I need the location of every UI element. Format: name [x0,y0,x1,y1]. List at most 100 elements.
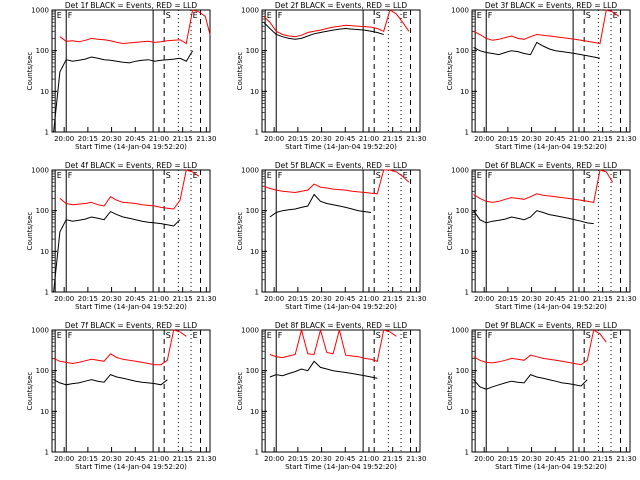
x-tick-label: 21:00 [149,135,169,143]
marker-letter-F: F [278,331,283,340]
y-tick-label: 100 [36,47,49,55]
y-axis-label: Counts/sec [236,372,244,411]
x-tick-label: 21:15 [593,295,613,303]
panel-title: Det 1f BLACK = Events, RED = LLD [65,1,198,10]
detector-panel-9: Det 9f BLACK = Events, RED = LLD 1 10 100 10… [446,321,636,471]
x-tick-label: 20:15 [78,135,98,143]
x-tick-label: 21:30 [196,135,216,143]
x-tick-label: 20:45 [335,135,355,143]
y-tick-label: 10 [250,408,259,416]
x-tick-label: 21:30 [616,135,636,143]
x-tick-label: 20:45 [335,295,355,303]
series-lld-line [269,328,397,362]
y-tick-label: 100 [456,47,469,55]
marker-letter-S: S [586,171,591,180]
marker-letter-F: F [278,171,283,180]
x-tick-label: 21:30 [406,295,426,303]
marker-letter-S: S [166,11,171,20]
marker-letter-F: F [68,171,73,180]
marker-letter-F: F [68,331,73,340]
x-axis-label: Start Time (14-Jan-04 19:52:20) [285,303,397,311]
x-tick-label: 21:00 [359,135,379,143]
x-tick-label: 21:15 [593,455,613,463]
y-tick-label: 100 [246,47,259,55]
marker-letter-S: S [586,11,591,20]
marker-letter-E: E [613,331,618,340]
series-lld-line [59,9,211,45]
x-tick-label: 20:15 [288,135,308,143]
y-tick-label: 10 [250,248,259,256]
x-tick-label: 20:45 [545,455,565,463]
x-tick-label: 20:00 [54,295,74,303]
marker-letter-F: F [488,171,493,180]
marker-letter-S: S [376,171,381,180]
marker-letter-E: E [57,11,62,20]
x-tick-label: 21:15 [383,455,403,463]
y-tick-label: 10 [40,88,49,96]
plot-frame [261,169,421,293]
marker-letter-F: F [278,11,283,20]
marker-letter-S: S [586,331,591,340]
y-tick-label: 1 [465,129,469,137]
plot-frame [51,329,211,453]
y-axis-label: Counts/sec [26,212,34,251]
y-tick-label: 1 [465,289,469,297]
x-tick-label: 20:00 [264,455,284,463]
series-lld-line [473,9,620,45]
x-tick-label: 20:30 [521,135,541,143]
marker-letter-S: S [166,331,171,340]
series-events-line [263,21,384,40]
marker-letter-S: S [166,171,171,180]
x-tick-label: 21:00 [149,295,169,303]
marker-letter-E: E [193,11,198,20]
x-axis-label: Start Time (14-Jan-04 19:52:20) [285,143,397,151]
marker-letter-F: F [488,11,493,20]
y-tick-label: 1 [255,289,259,297]
plot-frame [261,329,421,453]
x-tick-label: 20:15 [498,135,518,143]
panel-title: Det 4f BLACK = Events, RED = LLD [65,161,198,170]
x-tick-label: 20:30 [311,135,331,143]
x-tick-label: 21:30 [196,295,216,303]
marker-letter-E: E [57,171,62,180]
marker-letter-E: E [57,331,62,340]
x-tick-label: 20:15 [78,455,98,463]
y-tick-label: 1 [45,449,49,457]
y-tick-label: 100 [246,207,259,215]
panel-title: Det 3f BLACK = Events, RED = LLD [485,1,618,10]
x-tick-label: 20:30 [101,295,121,303]
x-axis-label: Start Time (14-Jan-04 19:52:20) [75,143,187,151]
x-axis-label: Start Time (14-Jan-04 19:52:20) [285,463,397,471]
y-tick-label: 1000 [451,167,469,175]
series-events-line [53,374,168,386]
x-tick-label: 21:15 [593,135,613,143]
x-tick-label: 20:45 [125,135,145,143]
x-tick-label: 21:00 [149,455,169,463]
detector-panel-6: Det 6f BLACK = Events, RED = LLD 1 10 100 10… [446,161,636,311]
y-tick-label: 100 [246,367,259,375]
y-tick-label: 1 [45,289,49,297]
x-tick-label: 20:45 [125,295,145,303]
marker-letter-S: S [376,11,381,20]
series-events-line [269,193,372,218]
x-tick-label: 21:15 [173,455,193,463]
y-tick-label: 100 [456,207,469,215]
x-tick-label: 20:00 [474,295,494,303]
y-tick-label: 10 [460,248,469,256]
marker-letter-E: E [193,331,198,340]
x-tick-label: 20:45 [335,455,355,463]
x-tick-label: 21:30 [616,295,636,303]
x-tick-label: 21:00 [359,295,379,303]
x-tick-label: 20:45 [545,135,565,143]
x-tick-label: 20:30 [521,455,541,463]
y-axis-label: Counts/sec [26,372,34,411]
panel-title: Det 6f BLACK = Events, RED = LLD [485,161,618,170]
y-tick-label: 1 [465,449,469,457]
x-tick-label: 21:15 [173,135,193,143]
panel-title: Det 2f BLACK = Events, RED = LLD [275,1,408,10]
plot-frame [471,329,631,453]
marker-letter-E: E [477,171,482,180]
x-axis-label: Start Time (14-Jan-04 19:52:20) [495,303,607,311]
y-tick-label: 10 [250,88,259,96]
